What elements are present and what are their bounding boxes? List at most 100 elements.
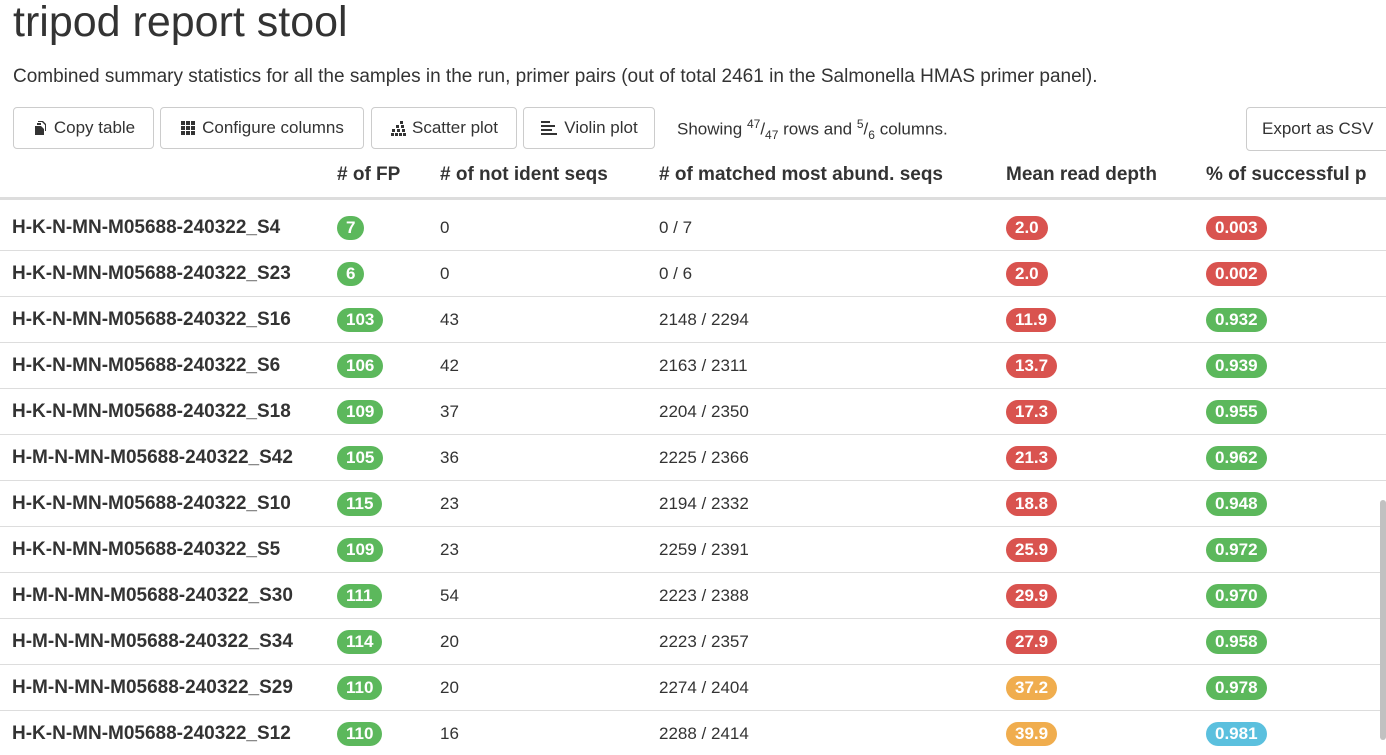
matched-cell: 0 / 6 xyxy=(659,263,693,283)
configure-columns-button[interactable]: Configure columns xyxy=(160,107,364,149)
successful-badge: 0.955 xyxy=(1206,399,1267,424)
not-ident-cell: 43 xyxy=(440,309,459,329)
successful-badge: 0.939 xyxy=(1206,353,1267,378)
read-depth-badge: 29.9 xyxy=(1006,583,1058,608)
fp-badge: 111 xyxy=(337,583,382,608)
table-row: H-M-N-MN-M05688-240322_S30 111 54 2223 / 23… xyxy=(0,573,1386,619)
read-depth-cell: 11.9 xyxy=(1006,297,1057,342)
table-row: H-K-N-MN-M05688-240322_S6 106 42 2163 / 231… xyxy=(0,343,1386,389)
not-ident-cell: 20 xyxy=(440,631,459,651)
fp-badge: 103 xyxy=(337,307,384,332)
header-matched[interactable]: # of matched most abund. seqs xyxy=(659,164,943,185)
showing-prefix: Showing xyxy=(677,119,743,139)
matched-cell: 0 / 7 xyxy=(659,217,693,237)
read-depth-cell: 29.9 xyxy=(1006,573,1058,618)
scatter-plot-button[interactable]: Scatter plot xyxy=(371,107,517,149)
scatter-plot-label: Scatter plot xyxy=(412,118,498,137)
fp-cell: 105 xyxy=(337,435,384,480)
scatter-icon xyxy=(390,120,406,136)
header-fp[interactable]: # of FP xyxy=(337,164,401,185)
read-depth-badge: 17.3 xyxy=(1006,399,1058,424)
header-read-depth[interactable]: Mean read depth xyxy=(1006,164,1157,185)
successful-badge: 0.932 xyxy=(1206,307,1267,332)
showing-count: Showing 47/47 rows and 5/6 columns. xyxy=(677,117,948,143)
successful-cell: 0.972 xyxy=(1206,527,1267,572)
successful-cell: 0.978 xyxy=(1206,665,1267,710)
not-ident-cell: 36 xyxy=(440,447,459,467)
fp-cell: 109 xyxy=(337,389,384,434)
successful-cell: 0.970 xyxy=(1206,573,1267,618)
sample-name: H-K-N-MN-M05688-240322_S12 xyxy=(12,722,291,744)
read-depth-cell: 18.8 xyxy=(1006,481,1058,526)
successful-badge: 0.978 xyxy=(1206,675,1267,700)
successful-badge: 0.958 xyxy=(1206,629,1267,654)
successful-badge: 0.948 xyxy=(1206,491,1267,516)
configure-columns-label: Configure columns xyxy=(202,118,344,137)
page-subtitle: Combined summary statistics for all the … xyxy=(13,66,1098,87)
table-row: H-K-N-MN-M05688-240322_S16 103 43 2148 / 22… xyxy=(0,297,1386,343)
fp-badge: 109 xyxy=(337,537,384,562)
fp-badge: 7 xyxy=(337,215,365,240)
table-toolbar: Copy table Configure columns xyxy=(13,107,1386,151)
sample-name: H-M-N-MN-M05688-240322_S29 xyxy=(12,676,293,698)
fp-cell: 103 xyxy=(337,297,384,342)
successful-cell: 0.003 xyxy=(1206,205,1267,250)
successful-cell: 0.955 xyxy=(1206,389,1267,434)
page-title: tripod report stool xyxy=(13,0,348,46)
table-row: H-K-N-MN-M05688-240322_S5 109 23 2259 / 239… xyxy=(0,527,1386,573)
sample-name: H-K-N-MN-M05688-240322_S18 xyxy=(12,400,291,422)
matched-cell: 2259 / 2391 xyxy=(659,539,749,559)
not-ident-cell: 42 xyxy=(440,355,459,375)
successful-cell: 0.958 xyxy=(1206,619,1267,664)
cols-word: columns. xyxy=(879,119,948,139)
copy-table-label: Copy table xyxy=(53,118,136,137)
fp-badge: 114 xyxy=(337,629,383,654)
successful-badge: 0.972 xyxy=(1206,537,1267,562)
rows-shown: 47 xyxy=(746,117,761,131)
matched-cell: 2274 / 2404 xyxy=(659,677,749,697)
sample-name: H-K-N-MN-M05688-240322_S5 xyxy=(12,538,281,560)
cols-shown: 5 xyxy=(856,117,864,131)
successful-badge: 0.962 xyxy=(1206,445,1267,470)
header-not-ident[interactable]: # of not ident seqs xyxy=(440,164,608,185)
fp-cell: 109 xyxy=(337,527,384,572)
violin-plot-button[interactable]: Violin plot xyxy=(523,107,655,149)
header-successful[interactable]: % of successful p xyxy=(1206,164,1367,185)
sample-name: H-K-N-MN-M05688-240322_S10 xyxy=(12,492,291,514)
table-row: H-K-N-MN-M05688-240322_S10 115 23 2194 / 23… xyxy=(0,481,1386,527)
read-depth-badge: 39.9 xyxy=(1006,721,1058,746)
violin-plot-label: Violin plot xyxy=(564,118,638,137)
export-csv-button[interactable]: Export as CSV xyxy=(1246,107,1386,151)
read-depth-badge: 37.2 xyxy=(1006,675,1058,700)
sample-name: H-M-N-MN-M05688-240322_S34 xyxy=(12,630,293,652)
successful-badge: 0.981 xyxy=(1206,721,1267,746)
table-row: H-K-N-MN-M05688-240322_S23 6 0 0 / 6 2.0 0.00… xyxy=(0,251,1386,297)
read-depth-cell: 2.0 xyxy=(1006,251,1048,296)
fp-cell: 106 xyxy=(337,343,384,388)
read-depth-cell: 37.2 xyxy=(1006,665,1058,710)
fp-badge: 106 xyxy=(337,353,384,378)
read-depth-badge: 2.0 xyxy=(1006,261,1048,286)
grid-icon xyxy=(180,120,196,136)
export-csv-label: Export as CSV xyxy=(1262,119,1374,138)
read-depth-badge: 11.9 xyxy=(1006,307,1057,332)
vertical-scrollbar[interactable] xyxy=(1380,500,1386,740)
sample-name: H-K-N-MN-M05688-240322_S23 xyxy=(12,262,291,284)
read-depth-cell: 17.3 xyxy=(1006,389,1058,434)
matched-cell: 2225 / 2366 xyxy=(659,447,749,467)
read-depth-badge: 27.9 xyxy=(1006,629,1058,654)
table-header: # of FP # of not ident seqs # of matched… xyxy=(0,155,1386,200)
fp-cell: 7 xyxy=(337,205,365,250)
copy-icon xyxy=(32,120,48,136)
fp-badge: 105 xyxy=(337,445,384,470)
fp-badge: 109 xyxy=(337,399,384,424)
table-row: H-M-N-MN-M05688-240322_S34 114 20 2223 / 23… xyxy=(0,619,1386,665)
copy-table-button[interactable]: Copy table xyxy=(13,107,154,149)
read-depth-badge: 18.8 xyxy=(1006,491,1058,516)
read-depth-badge: 2.0 xyxy=(1006,215,1048,240)
fp-cell: 110 xyxy=(337,665,383,710)
successful-cell: 0.962 xyxy=(1206,435,1267,480)
successful-badge: 0.003 xyxy=(1206,215,1267,240)
cols-total: 6 xyxy=(868,128,875,143)
